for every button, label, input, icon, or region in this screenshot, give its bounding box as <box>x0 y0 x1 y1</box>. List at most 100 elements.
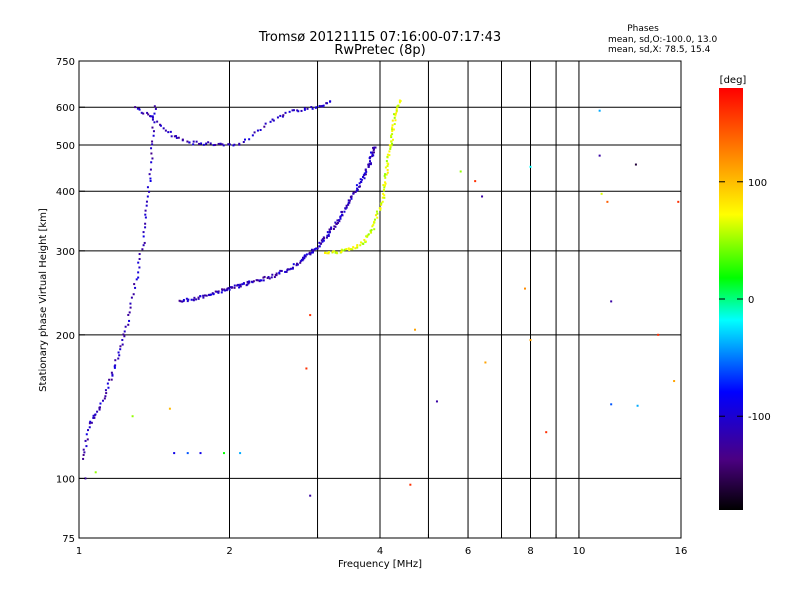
grid <box>79 61 681 538</box>
data-point <box>302 256 305 259</box>
data-point <box>142 244 145 247</box>
data-point <box>394 119 397 122</box>
data-point <box>300 258 303 261</box>
data-point <box>303 255 306 258</box>
data-point <box>371 155 374 158</box>
data-point <box>373 228 376 231</box>
data-point <box>223 452 226 455</box>
data-point <box>372 154 375 157</box>
data-point <box>87 429 90 432</box>
data-point <box>262 279 265 282</box>
data-point <box>200 142 203 145</box>
data-point <box>391 124 394 127</box>
data-point <box>151 126 154 129</box>
data-point <box>345 206 348 209</box>
data-point <box>391 128 394 131</box>
data-point <box>141 248 144 251</box>
data-point <box>300 109 303 112</box>
data-point <box>380 203 383 206</box>
data-point <box>242 282 245 285</box>
data-point <box>153 105 156 108</box>
data-point <box>381 200 384 203</box>
data-point <box>344 248 347 251</box>
data-point <box>362 242 365 245</box>
data-point <box>369 229 372 232</box>
data-point <box>384 173 387 176</box>
data-point <box>195 298 198 301</box>
data-point <box>202 296 205 299</box>
data-point <box>251 134 254 137</box>
stats-heading: Phases <box>627 24 659 34</box>
data-point <box>149 115 152 118</box>
data-point <box>82 448 85 451</box>
data-point <box>154 107 157 110</box>
data-point <box>355 184 358 187</box>
data-point <box>263 275 266 278</box>
data-point <box>181 300 184 303</box>
data-point <box>173 135 176 138</box>
data-point <box>288 268 291 271</box>
data-point <box>197 296 200 299</box>
data-point <box>133 283 136 286</box>
data-point <box>259 279 262 282</box>
data-point <box>151 143 154 146</box>
data-point <box>363 177 366 180</box>
data-point <box>150 161 153 164</box>
data-point <box>598 154 601 157</box>
data-point <box>372 151 375 154</box>
data-point <box>224 289 227 292</box>
data-point <box>312 249 315 252</box>
data-point <box>359 178 362 181</box>
data-point <box>148 190 151 193</box>
data-point <box>242 141 245 144</box>
data-point <box>92 414 95 417</box>
data-point <box>203 294 206 297</box>
data-point <box>162 127 165 130</box>
data-point <box>130 296 133 299</box>
data-point <box>182 300 185 303</box>
data-point <box>388 150 391 153</box>
data-point <box>131 415 134 418</box>
data-point <box>151 116 154 119</box>
data-point <box>369 162 372 165</box>
data-point <box>303 257 306 260</box>
data-point <box>610 403 613 406</box>
data-point <box>598 109 601 112</box>
data-point <box>187 298 190 301</box>
data-point <box>340 250 343 253</box>
data-point <box>311 107 314 110</box>
data-point <box>101 399 104 402</box>
data-point <box>351 248 354 251</box>
data-point <box>290 267 293 270</box>
data-point <box>364 240 367 243</box>
data-point <box>110 378 113 381</box>
data-point <box>320 242 323 245</box>
data-point <box>106 382 109 385</box>
data-point <box>148 173 151 176</box>
data-point <box>146 186 149 189</box>
data-point <box>322 104 325 107</box>
data-point <box>323 251 326 254</box>
data-point <box>365 170 368 173</box>
x-tick-label: 6 <box>465 546 471 557</box>
data-point <box>320 239 323 242</box>
data-point <box>94 413 97 416</box>
data-point <box>336 221 339 224</box>
data-point <box>355 189 358 192</box>
y-axis-label: Stationary phase Virtual Height [km] <box>38 208 49 392</box>
data-point <box>88 426 91 429</box>
data-point <box>197 297 200 300</box>
data-point <box>276 116 279 119</box>
data-point <box>367 233 370 236</box>
data-point <box>214 143 217 146</box>
data-point <box>435 400 438 403</box>
data-point <box>153 121 156 124</box>
colorbar-tick-label: 100 <box>748 178 767 189</box>
data-point <box>302 258 305 261</box>
data-point <box>610 300 613 303</box>
data-point <box>144 216 147 219</box>
data-point <box>326 234 329 237</box>
y-tick-label: 500 <box>56 141 75 152</box>
data-point <box>281 115 284 118</box>
data-point <box>270 276 273 279</box>
